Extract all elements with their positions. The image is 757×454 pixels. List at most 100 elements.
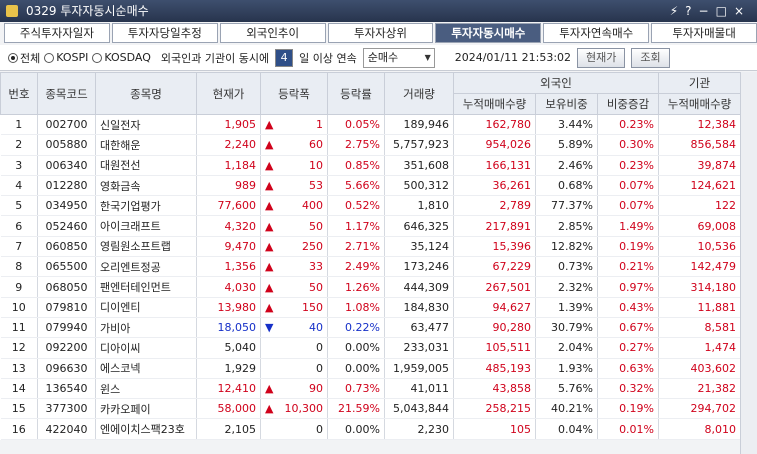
foreign-net: 90,280 [453,317,536,339]
foreign-net: 267,501 [453,276,536,298]
institution-net: 314,180 [658,276,742,298]
header: 등락폭 [260,72,328,115]
foreign-net: 43,858 [453,378,536,400]
volume: 1,810 [384,195,454,217]
table-row[interactable]: 10 079810 디이엔티 13,980 ▲ 150 1.08% 184,830 94,627… [0,297,742,318]
change-arrow: ▲ [265,382,274,395]
radio-button[interactable] [92,52,103,63]
table-row[interactable]: 1 002700 신일전자 1,905 ▲ 1 0.05% 189,946 162,780 3.4… [0,114,742,136]
table-body: 1 002700 신일전자 1,905 ▲ 1 0.05% 189,946 162,780 3.4… [0,114,742,440]
change: 10 [309,158,323,172]
window-controls[interactable]: ⚡?−□× [669,4,751,18]
table-row[interactable]: 2 005880 대한해운 2,240 ▲ 60 2.75% 5,757,923 954,026… [0,134,742,156]
scrollbar[interactable] [740,72,757,454]
institution-net: 8,010 [658,418,742,440]
market-radio[interactable]: 전체 [8,50,40,66]
table-row[interactable]: 3 006340 대원전선 1,184 ▲ 10 0.85% 351,608 166,131 2.… [0,155,742,176]
foreign-net: 67,229 [453,256,536,278]
change-cell: ▲ 53 [260,175,328,197]
table-row[interactable]: 15 377300 카카오페이 58,000 ▲ 10,300 21.59% 5,043,84… [0,398,742,420]
header: 종목명 [95,72,197,115]
row-number: 1 [0,114,38,136]
header: 거래량 [384,72,454,115]
header: 등락률 [327,72,385,115]
foreign-hold: 0.04% [535,418,598,440]
market-radio[interactable]: KOSPI [44,50,88,66]
mode-select[interactable]: 순매수 [362,47,435,68]
current-price: 2,105 [196,418,261,440]
tab[interactable]: 투자자매물대 [651,23,757,43]
query-button[interactable]: 조회 [631,47,670,68]
header: 누적매매수량 [453,93,536,115]
change-cell: ▲ 33 [260,256,328,278]
change-arrow: ▲ [265,260,274,274]
table-row[interactable]: 9 068050 팬엔터테인먼트 4,030 ▲ 50 1.26% 444,309 267,50… [0,276,742,298]
table-row[interactable]: 13 096630 에스코넥 1,929 0 0.00% 1,959,005 485,193 1… [0,358,742,379]
header: 누적매매수량 [658,93,742,115]
institution-net: 8,581 [658,317,742,339]
row-number: 11 [0,317,38,339]
foreign-change: 0.67% [597,317,660,339]
table-row[interactable]: 16 422040 엔에이치스팩23호 2,105 0 0.00% 2,230 105 0.04… [0,418,742,440]
stock-code: 096630 [37,358,96,379]
institution-net: 11,881 [658,297,742,318]
foreign-net: 36,261 [453,175,536,197]
current-price: 1,356 [196,256,261,278]
tab[interactable]: 투자자동시매수 [435,23,542,43]
stock-code: 060850 [37,236,96,258]
tab[interactable]: 외국인추이 [219,23,326,43]
tab[interactable]: 투자자상위 [327,23,434,43]
volume: 351,608 [384,155,454,176]
institution-net: 856,584 [658,134,742,156]
foreign-change: 0.27% [597,337,660,359]
change: 60 [309,138,323,152]
table-row[interactable]: 14 136540 윈스 12,410 ▲ 90 0.73% 41,011 43,858 5.76… [0,378,742,400]
foreign-hold: 3.44% [535,114,598,136]
change-arrow: ▲ [265,118,274,132]
tab[interactable]: 주식투자자일자 [4,23,110,43]
radio-button[interactable] [44,52,55,63]
radio-label: KOSPI [56,51,89,64]
volume: 173,246 [384,256,454,278]
stock-code: 422040 [37,418,96,440]
table-row[interactable]: 6 052460 아이크래프트 4,320 ▲ 50 1.17% 646,325 217,891… [0,215,742,237]
stock-code: 079810 [37,297,96,318]
stock-code: 079940 [37,317,96,339]
current-price: 989 [196,175,261,197]
change-rate: 2.71% [327,236,385,258]
change: 0 [316,422,323,436]
tab[interactable]: 투자자당일추정 [111,23,218,43]
row-number: 5 [0,195,38,217]
institution-net: 142,479 [658,256,742,278]
foreign-net: 105,511 [453,337,536,359]
table-row[interactable]: 8 065500 오리엔트정공 1,356 ▲ 33 2.49% 173,246 67,229 0… [0,256,742,278]
institution-net: 10,536 [658,236,742,258]
tab[interactable]: 투자자연속매수 [543,23,650,43]
table-row[interactable]: 12 092200 디아이씨 5,040 0 0.00% 233,031 105,511 2.0… [0,337,742,359]
current-price: 1,905 [196,114,261,136]
stock-code: 136540 [37,378,96,400]
radio-button[interactable] [8,52,18,63]
foreign-change: 0.63% [597,358,660,379]
row-number: 7 [0,236,38,258]
window-icon [6,5,18,17]
market-radio[interactable]: KOSDAQ [92,50,151,66]
table-row[interactable]: 4 012280 영화금속 989 ▲ 53 5.66% 500,312 36,261 0.68%… [0,175,742,197]
institution-net: 21,382 [658,378,742,400]
change-rate: 5.66% [327,175,385,197]
stock-code: 068050 [37,276,96,298]
change-arrow: ▲ [265,158,274,172]
current-price: 18,050 [196,317,261,339]
change: 0 [316,341,323,355]
change: 10,300 [284,402,324,416]
stock-code: 092200 [37,337,96,359]
change-rate: 2.75% [327,134,385,156]
table-row[interactable]: 11 079940 가비아 18,050 ▼ 40 0.22% 63,477 90,280 30.… [0,317,742,339]
datetime: 2024/01/11 21:53:02 [454,51,572,64]
foreign-change: 0.23% [597,114,660,136]
current-price-button[interactable]: 현재가 [577,47,626,68]
table-row[interactable]: 5 034950 한국기업평가 77,600 ▲ 400 0.52% 1,810 2,789 77… [0,195,742,217]
table-row[interactable]: 7 060850 영림원소프트랩 9,470 ▲ 250 2.71% 35,124 15,396… [0,236,742,258]
foreign-hold: 30.79% [535,317,598,339]
days-input[interactable]: 4 [275,48,294,67]
